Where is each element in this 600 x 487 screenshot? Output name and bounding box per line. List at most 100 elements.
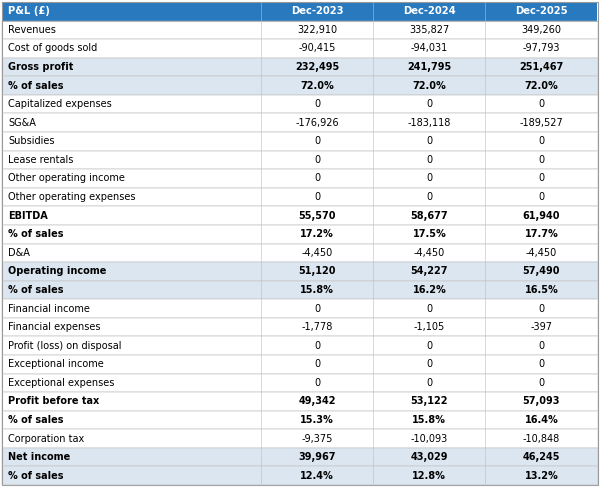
Bar xyxy=(485,2,598,20)
Text: 0: 0 xyxy=(314,155,320,165)
Text: % of sales: % of sales xyxy=(8,471,64,481)
Text: Dec-2024: Dec-2024 xyxy=(403,6,456,16)
Text: 349,260: 349,260 xyxy=(521,25,562,35)
Text: 0: 0 xyxy=(538,99,544,109)
Text: % of sales: % of sales xyxy=(8,80,64,91)
Text: 0: 0 xyxy=(538,192,544,202)
Text: 0: 0 xyxy=(538,378,544,388)
Text: 0: 0 xyxy=(426,303,433,314)
Text: 0: 0 xyxy=(426,173,433,184)
Text: 0: 0 xyxy=(538,341,544,351)
Text: Revenues: Revenues xyxy=(8,25,56,35)
Text: -10,093: -10,093 xyxy=(411,433,448,444)
Text: -9,375: -9,375 xyxy=(302,433,333,444)
Text: 39,967: 39,967 xyxy=(299,452,336,462)
Text: Subsidies: Subsidies xyxy=(8,136,55,146)
Text: Profit before tax: Profit before tax xyxy=(8,396,99,407)
Bar xyxy=(2,337,598,355)
Bar xyxy=(2,58,598,76)
Text: 72.0%: 72.0% xyxy=(301,80,334,91)
Text: 335,827: 335,827 xyxy=(409,25,449,35)
Bar xyxy=(2,150,598,169)
Text: 17.2%: 17.2% xyxy=(301,229,334,239)
Bar xyxy=(2,244,598,262)
Text: Financial income: Financial income xyxy=(8,303,90,314)
Text: 15.8%: 15.8% xyxy=(412,415,446,425)
Text: % of sales: % of sales xyxy=(8,285,64,295)
Text: Net income: Net income xyxy=(8,452,70,462)
Text: Lease rentals: Lease rentals xyxy=(8,155,73,165)
Text: 0: 0 xyxy=(538,173,544,184)
Bar xyxy=(373,2,485,20)
Text: Cost of goods sold: Cost of goods sold xyxy=(8,43,97,54)
Text: % of sales: % of sales xyxy=(8,415,64,425)
Text: -10,848: -10,848 xyxy=(523,433,560,444)
Text: 43,029: 43,029 xyxy=(410,452,448,462)
Text: -4,450: -4,450 xyxy=(526,248,557,258)
Text: Capitalized expenses: Capitalized expenses xyxy=(8,99,112,109)
Text: 0: 0 xyxy=(426,192,433,202)
Text: 53,122: 53,122 xyxy=(410,396,448,407)
Text: 54,227: 54,227 xyxy=(410,266,448,276)
Bar xyxy=(2,76,598,95)
Text: 0: 0 xyxy=(314,136,320,146)
Text: 12.4%: 12.4% xyxy=(301,471,334,481)
Text: 0: 0 xyxy=(314,99,320,109)
Text: 46,245: 46,245 xyxy=(523,452,560,462)
Text: 322,910: 322,910 xyxy=(297,25,337,35)
Text: 0: 0 xyxy=(314,359,320,369)
Text: 0: 0 xyxy=(426,99,433,109)
Text: Exceptional expenses: Exceptional expenses xyxy=(8,378,115,388)
Bar xyxy=(2,95,598,113)
Bar xyxy=(2,262,598,281)
Text: 72.0%: 72.0% xyxy=(412,80,446,91)
Text: 15.8%: 15.8% xyxy=(301,285,334,295)
Bar xyxy=(2,225,598,244)
Text: Dec-2025: Dec-2025 xyxy=(515,6,568,16)
Bar xyxy=(2,132,598,150)
Text: 0: 0 xyxy=(314,173,320,184)
Text: 51,120: 51,120 xyxy=(299,266,336,276)
Text: 17.5%: 17.5% xyxy=(412,229,446,239)
Text: 57,490: 57,490 xyxy=(523,266,560,276)
Text: 251,467: 251,467 xyxy=(519,62,563,72)
Text: 0: 0 xyxy=(426,136,433,146)
Text: P&L (£): P&L (£) xyxy=(8,6,50,16)
Text: 16.2%: 16.2% xyxy=(412,285,446,295)
Bar xyxy=(2,188,598,206)
Text: 12.8%: 12.8% xyxy=(412,471,446,481)
Bar xyxy=(2,355,598,374)
Text: 0: 0 xyxy=(538,155,544,165)
Bar xyxy=(2,448,598,467)
Text: 17.7%: 17.7% xyxy=(524,229,558,239)
Text: % of sales: % of sales xyxy=(8,229,64,239)
Bar xyxy=(2,411,598,429)
Bar xyxy=(261,2,373,20)
Bar xyxy=(2,20,598,39)
Bar xyxy=(2,2,261,20)
Text: -94,031: -94,031 xyxy=(411,43,448,54)
Text: 13.2%: 13.2% xyxy=(524,471,558,481)
Bar xyxy=(2,206,598,225)
Text: Dec-2023: Dec-2023 xyxy=(291,6,344,16)
Text: -1,105: -1,105 xyxy=(414,322,445,332)
Text: Operating income: Operating income xyxy=(8,266,106,276)
Text: EBITDA: EBITDA xyxy=(8,211,48,221)
Text: 58,677: 58,677 xyxy=(410,211,448,221)
Text: -4,450: -4,450 xyxy=(414,248,445,258)
Text: 0: 0 xyxy=(538,136,544,146)
Text: Profit (loss) on disposal: Profit (loss) on disposal xyxy=(8,341,121,351)
Text: 16.5%: 16.5% xyxy=(524,285,558,295)
Bar xyxy=(2,392,598,411)
Text: 49,342: 49,342 xyxy=(299,396,336,407)
Text: 0: 0 xyxy=(426,359,433,369)
Bar xyxy=(2,169,598,188)
Text: 0: 0 xyxy=(426,341,433,351)
Text: 57,093: 57,093 xyxy=(523,396,560,407)
Bar xyxy=(2,374,598,392)
Text: -183,118: -183,118 xyxy=(407,118,451,128)
Bar xyxy=(2,429,598,448)
Bar xyxy=(2,113,598,132)
Text: 232,495: 232,495 xyxy=(295,62,340,72)
Text: Exceptional income: Exceptional income xyxy=(8,359,104,369)
